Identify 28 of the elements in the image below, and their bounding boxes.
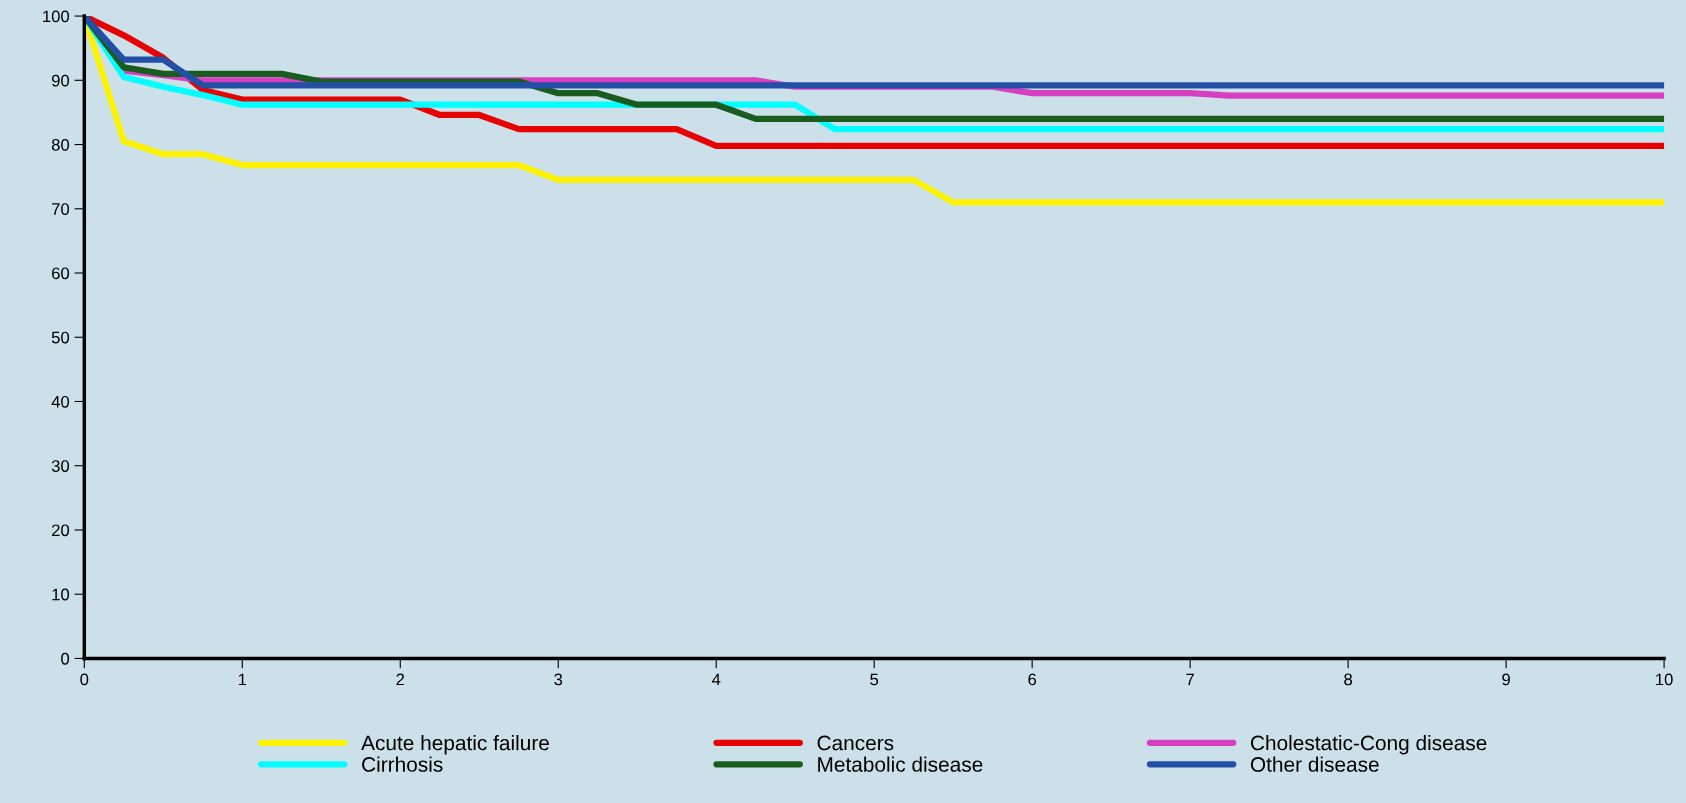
y-tick-label: 60	[52, 267, 70, 280]
x-tick-label: 6	[1028, 673, 1037, 686]
y-tick-label: 10	[52, 588, 70, 601]
x-tick-label: 5	[870, 673, 879, 686]
legend-label: Other disease	[1250, 756, 1379, 772]
legend-label: Cirrhosis	[362, 756, 443, 772]
x-tick-label: 8	[1344, 673, 1353, 686]
x-tick-label: 1	[238, 673, 247, 686]
y-tick-label: 90	[51, 74, 70, 87]
legend-label: Metabolic disease	[818, 756, 983, 772]
x-tick-label: 2	[396, 673, 405, 686]
x-tick-label: 7	[1186, 673, 1194, 686]
x-tick-label: 4	[711, 673, 721, 686]
y-tick-label: 20	[52, 524, 70, 537]
y-tick-label: 100	[43, 10, 70, 23]
y-tick-label: 0	[61, 652, 70, 665]
x-tick-label: 10	[1656, 673, 1673, 686]
y-tick-label: 40	[51, 395, 70, 408]
y-tick-label: 70	[52, 203, 70, 215]
y-tick-label: 50	[51, 331, 70, 344]
x-tick-label: 3	[554, 673, 563, 686]
legend-label: Cholestatic-Cong disease	[1250, 735, 1487, 755]
legend-label: Acute hepatic failure	[361, 735, 549, 755]
y-tick-label: 80	[51, 138, 70, 151]
legend-label: Cancers	[817, 735, 894, 751]
y-tick-label: 30	[51, 460, 70, 472]
x-tick-label: 0	[80, 673, 89, 686]
x-tick-label: 9	[1502, 673, 1510, 686]
